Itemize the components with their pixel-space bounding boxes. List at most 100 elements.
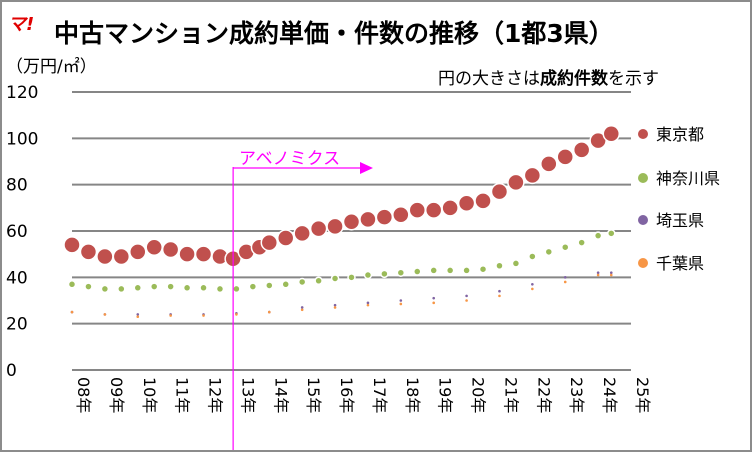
bubble-東京都 — [96, 247, 114, 266]
bubble-神奈川県 — [133, 283, 143, 293]
bubble-東京都 — [490, 182, 509, 201]
bubble-埼玉県 — [465, 294, 468, 298]
bubble-東京都 — [129, 243, 147, 261]
bubble-千葉県 — [202, 314, 205, 317]
bubble-神奈川県 — [330, 274, 340, 283]
bubble-千葉県 — [498, 294, 501, 298]
bubble-千葉県 — [267, 310, 271, 314]
y-tick-label: 40 — [6, 268, 28, 288]
x-tick-label: 20年 — [469, 377, 488, 413]
bubble-埼玉県 — [432, 296, 436, 300]
bubble-千葉県 — [136, 315, 140, 319]
bubble-神奈川県 — [363, 270, 373, 280]
bubble-千葉県 — [465, 299, 468, 302]
bubble-神奈川県 — [593, 231, 603, 240]
x-tick-label: 12年 — [206, 377, 225, 413]
bubble-東京都 — [392, 206, 410, 224]
bubble-神奈川県 — [265, 281, 274, 290]
chart-title: 中古マンション成約単価・件数の推移（1都3県） — [54, 19, 614, 48]
bubble-神奈川県 — [396, 268, 406, 277]
bubble-埼玉県 — [498, 289, 501, 293]
bubble-東京都 — [572, 141, 591, 159]
bubble-東京都 — [556, 148, 574, 166]
abenomics-arrowhead — [360, 162, 373, 174]
bubble-神奈川県 — [232, 284, 241, 294]
bubble-神奈川県 — [314, 276, 323, 286]
abenomics-label: アベノミクス — [239, 149, 340, 169]
logo: マ! — [8, 14, 35, 35]
legend-label: 千葉県 — [656, 254, 704, 273]
bubble-千葉県 — [235, 313, 238, 316]
bubble-神奈川県 — [215, 284, 225, 294]
bubble-神奈川県 — [100, 284, 110, 294]
bubble-神奈川県 — [117, 284, 126, 294]
bubble-神奈川県 — [544, 247, 554, 257]
bubble-千葉県 — [333, 306, 337, 309]
legend-marker — [638, 215, 648, 225]
bubble-神奈川県 — [528, 252, 537, 261]
legend-marker — [638, 258, 648, 268]
bubble-東京都 — [161, 240, 180, 259]
y-tick-label: 80 — [6, 176, 28, 196]
y-tick-label: 100 — [6, 129, 38, 149]
bubble-東京都 — [293, 224, 311, 243]
bubble-千葉県 — [366, 303, 370, 307]
bubble-千葉県 — [563, 280, 567, 284]
x-tick-label: 22年 — [534, 377, 553, 413]
legend-marker — [638, 173, 648, 183]
bubble-埼玉県 — [531, 282, 534, 286]
legend-label: 神奈川県 — [656, 169, 720, 188]
bubble-東京都 — [326, 217, 344, 236]
bubble-埼玉県 — [399, 299, 403, 302]
bubble-東京都 — [441, 199, 459, 217]
bubble-千葉県 — [169, 314, 172, 317]
x-tick-label: 23年 — [567, 377, 586, 413]
bubble-東京都 — [359, 210, 377, 229]
bubble-埼玉県 — [366, 301, 370, 305]
x-tick-label: 11年 — [173, 377, 192, 413]
y-tick-label: 0 — [6, 361, 17, 381]
bubble-神奈川県 — [297, 277, 307, 287]
x-tick-label: 21年 — [501, 377, 520, 413]
bubble-東京都 — [79, 243, 98, 261]
x-tick-label: 08年 — [74, 377, 93, 413]
x-tick-label: 19年 — [436, 377, 455, 413]
bubble-神奈川県 — [607, 229, 616, 238]
bubble-東京都 — [178, 245, 196, 263]
bubble-千葉県 — [70, 310, 74, 314]
bubble-東京都 — [145, 238, 163, 256]
x-tick-label: 10年 — [140, 377, 159, 413]
legend-label: 東京都 — [656, 125, 704, 144]
bubble-東京都 — [63, 236, 81, 254]
bubble-千葉県 — [103, 313, 107, 316]
y-tick-label: 120 — [6, 83, 38, 103]
bubble-千葉県 — [300, 308, 304, 312]
bubble-神奈川県 — [149, 282, 159, 291]
bubble-神奈川県 — [380, 269, 389, 279]
x-tick-label: 09年 — [107, 377, 126, 413]
bubble-千葉県 — [596, 273, 600, 277]
x-tick-label: 15年 — [304, 377, 323, 413]
bubble-東京都 — [457, 194, 476, 212]
bubble-東京都 — [523, 166, 542, 185]
bubble-東京都 — [309, 219, 328, 238]
y-tick-label: 60 — [6, 222, 28, 242]
bubble-東京都 — [602, 124, 621, 143]
bubble-埼玉県 — [563, 276, 567, 279]
bubble-神奈川県 — [445, 266, 455, 275]
x-tick-label: 24年 — [600, 377, 619, 413]
bubble-神奈川県 — [511, 259, 521, 268]
y-axis-unit: （万円/㎡） — [6, 57, 97, 77]
bubble-神奈川県 — [577, 238, 586, 247]
bubble-千葉県 — [609, 273, 613, 277]
legend-marker — [638, 129, 648, 139]
bubble-神奈川県 — [429, 266, 438, 275]
bubble-埼玉県 — [609, 271, 613, 275]
bubble-東京都 — [408, 201, 427, 219]
bubble-東京都 — [375, 208, 394, 226]
size-note: 円の大きさは成約件数を示す — [438, 64, 659, 89]
bubble-神奈川県 — [166, 282, 175, 291]
bubble-東京都 — [342, 212, 361, 231]
bubble-神奈川県 — [413, 267, 422, 276]
